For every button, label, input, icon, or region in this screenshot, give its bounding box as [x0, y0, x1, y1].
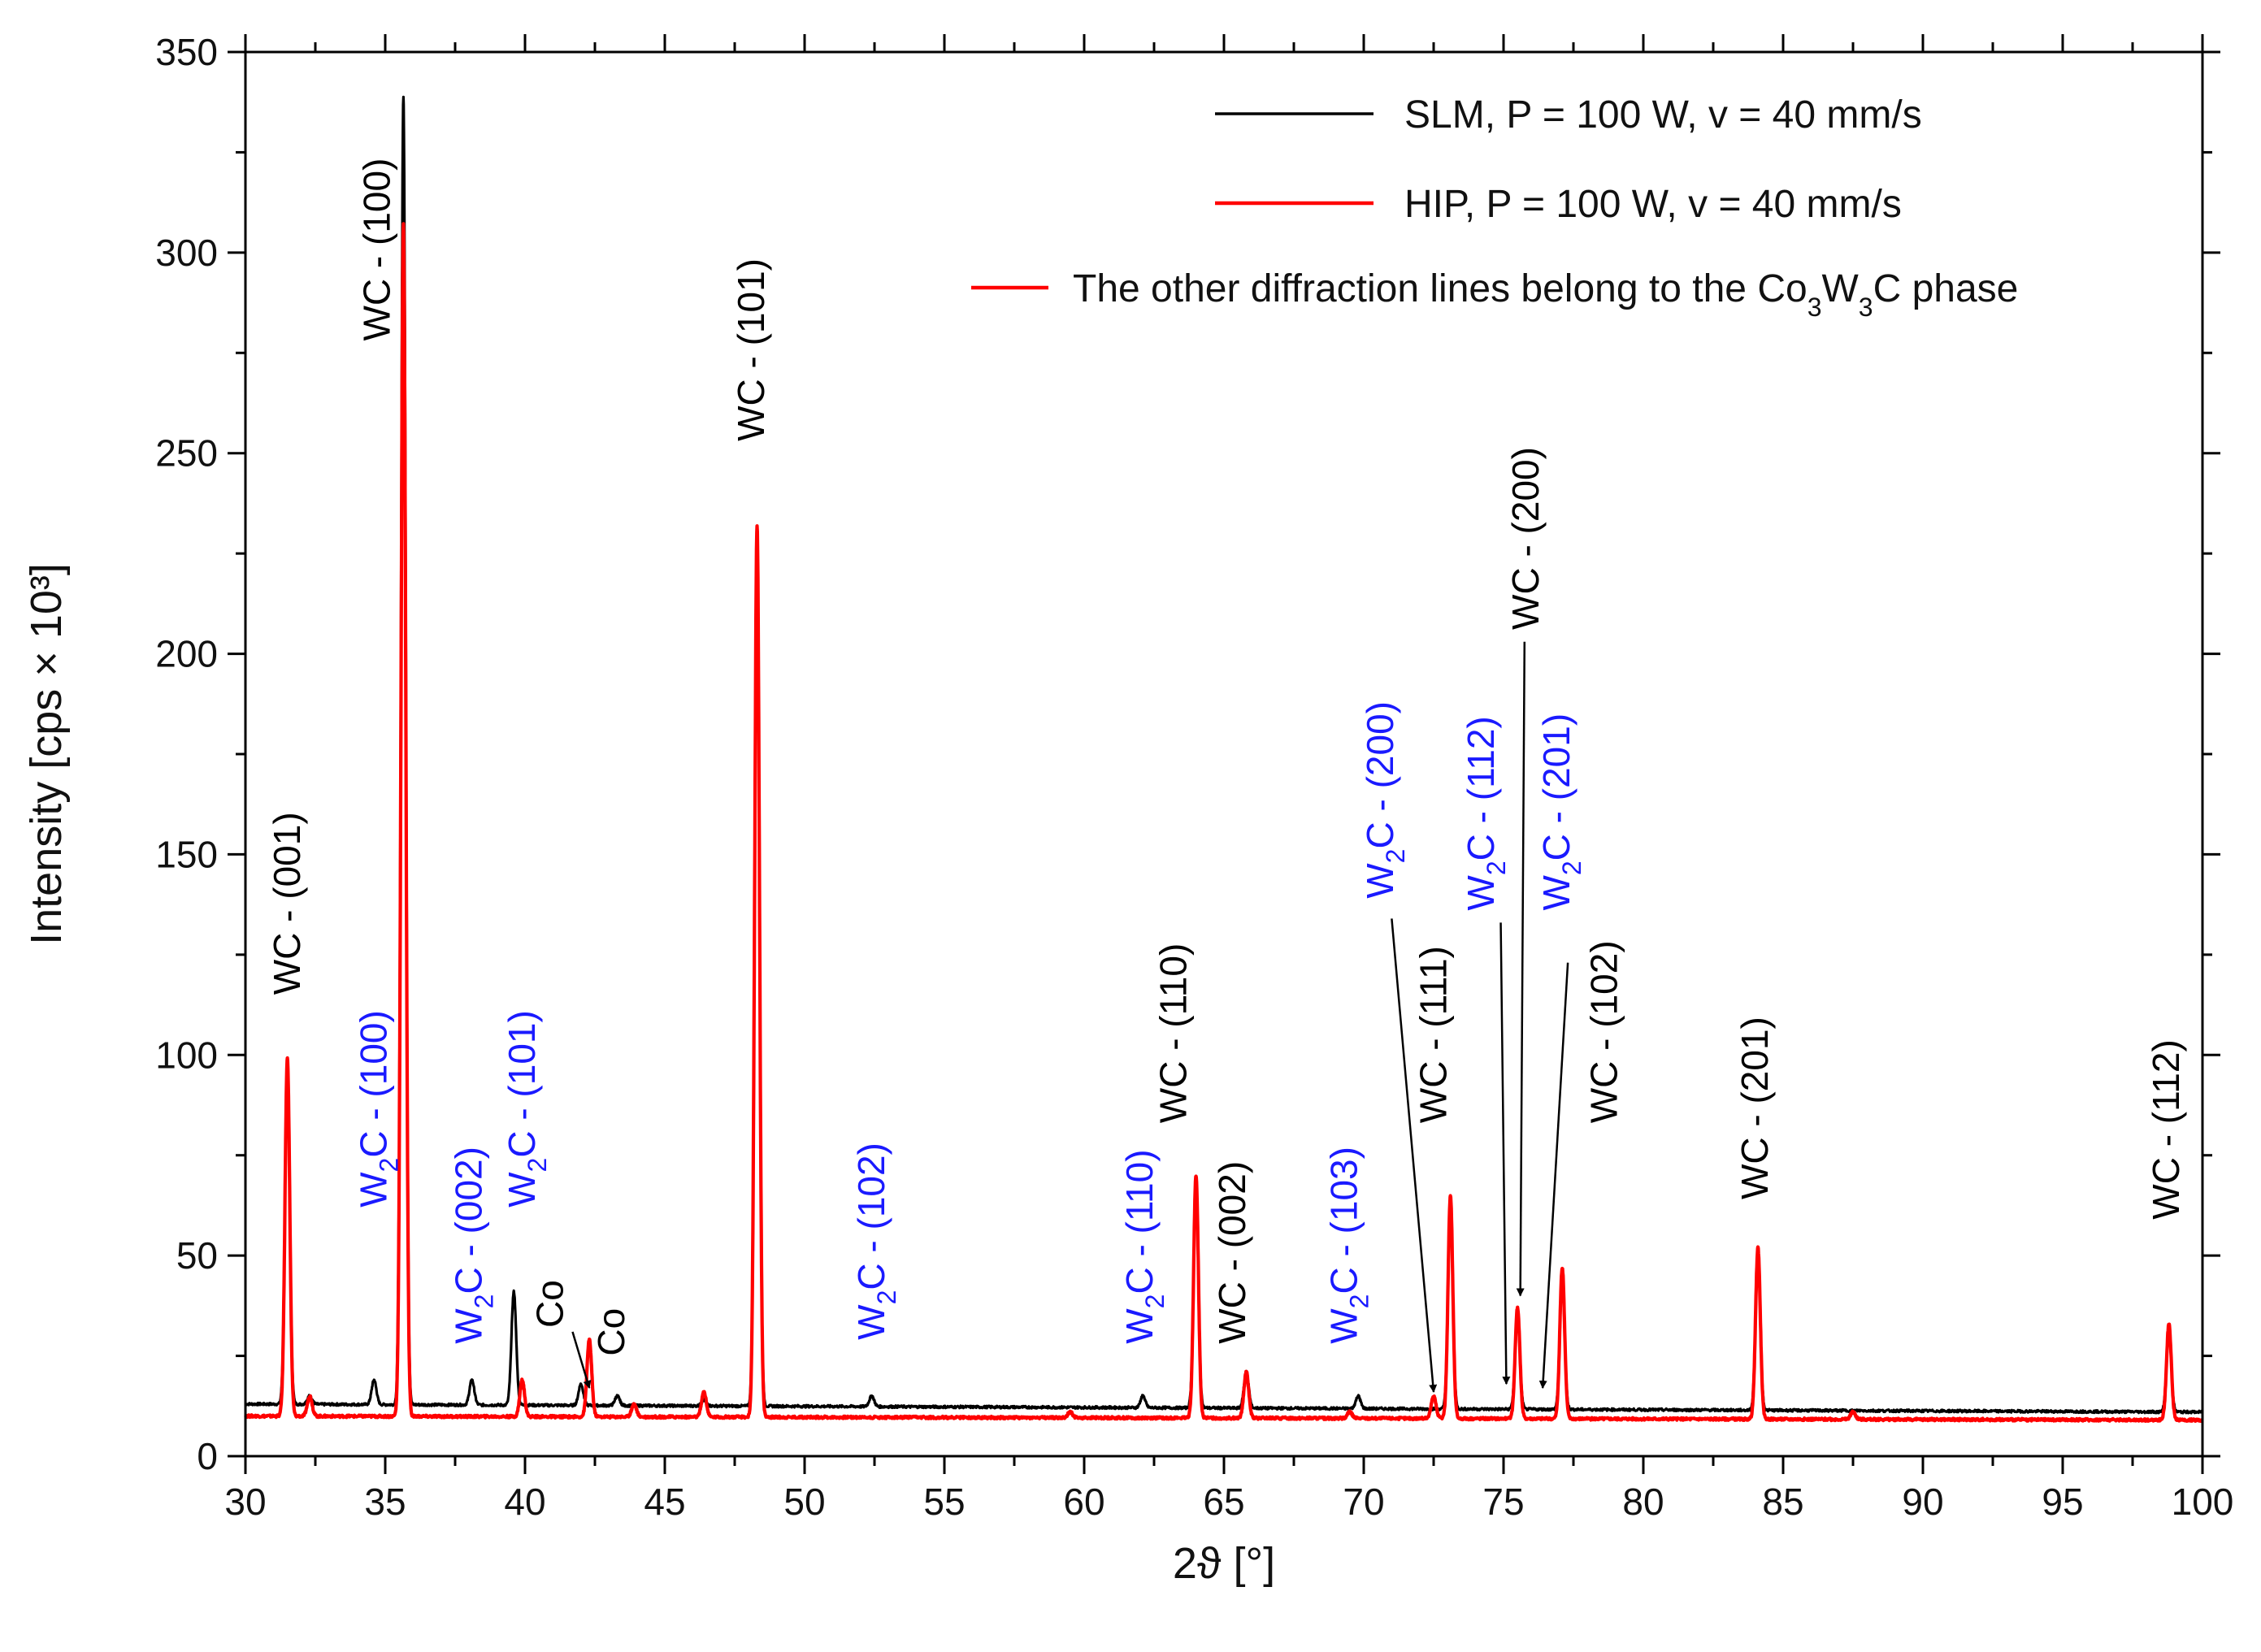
peak-label: WC - (110) [1152, 943, 1195, 1124]
x-tick-label: 70 [1343, 1481, 1384, 1523]
x-axis-ticks: 30 35 40 45 50 55 60 65 70 75 80 85 90 95 100 [224, 34, 2233, 1523]
peak-label: W2C - (201) [1535, 713, 1586, 911]
peak-label: WC - (101) [730, 258, 772, 441]
peak-label: W2C - (103) [1323, 1147, 1374, 1344]
x-tick-label: 60 [1063, 1481, 1104, 1523]
y-tick-label: 50 [176, 1234, 218, 1277]
legend: SLM, P = 100 W, v = 40 mm/s HIP, P = 100 … [971, 93, 2018, 322]
x-tick-label: 100 [2172, 1481, 2234, 1523]
annotation-arrow [1516, 641, 1526, 1297]
x-tick-label: 95 [2042, 1481, 2083, 1523]
x-tick-label: 75 [1482, 1481, 1524, 1523]
x-tick-label: 35 [364, 1481, 406, 1523]
series-layer [244, 95, 2204, 1423]
peak-label: WC - (111) [1413, 946, 1455, 1123]
peak-label: WC - (201) [1734, 1017, 1776, 1199]
arrow-layer [571, 641, 1569, 1394]
peak-label: W2C - (102) [850, 1143, 901, 1340]
x-tick-label: 85 [1762, 1481, 1803, 1523]
annotation-arrow [571, 1331, 592, 1390]
x-tick-label: 50 [783, 1481, 825, 1523]
peak-label: W2C - (101) [501, 1010, 552, 1208]
y-tick-label: 350 [155, 31, 218, 73]
annotation-arrow [1391, 918, 1438, 1394]
y-axis-ticks: 0 50 100 150 200 250 300 350 [155, 31, 2220, 1477]
x-tick-label: 40 [504, 1481, 545, 1523]
peak-label: Co [529, 1280, 571, 1328]
peak-label: W2C - (112) [1460, 716, 1511, 910]
x-axis-title: 2ϑ [°] [1173, 1539, 1275, 1588]
legend-label: HIP, P = 100 W, v = 40 mm/s [1404, 183, 1902, 226]
x-tick-label: 45 [644, 1481, 685, 1523]
y-axis-title: Intensity [cps × 10³] [22, 563, 71, 945]
legend-label: The other diffraction lines belong to th… [1073, 267, 2018, 322]
annotation-arrow [1538, 962, 1569, 1390]
legend-label: SLM, P = 100 W, v = 40 mm/s [1404, 93, 1922, 137]
peak-label: Co [590, 1308, 632, 1356]
peak-label: WC - (100) [355, 158, 397, 341]
peak-label: WC - (001) [266, 812, 308, 995]
peak-label: WC - (102) [1582, 940, 1625, 1123]
annotation-arrow [1499, 922, 1511, 1385]
peak-label: W2C - (002) [448, 1147, 499, 1344]
x-tick-label: 90 [1902, 1481, 1943, 1523]
annotation-layer: WC - (001) W2C - (100) WC - (100) W2C - (00… [266, 158, 2187, 1356]
y-tick-label: 250 [155, 432, 218, 475]
x-tick-label: 80 [1622, 1481, 1664, 1523]
y-tick-label: 0 [197, 1435, 218, 1477]
y-tick-label: 150 [155, 833, 218, 875]
peak-label: W2C - (110) [1118, 1149, 1170, 1343]
y-tick-label: 200 [155, 633, 218, 675]
peak-label: W2C - (100) [353, 1010, 404, 1208]
y-tick-label: 100 [155, 1034, 218, 1076]
peak-label: WC - (002) [1211, 1161, 1253, 1344]
peak-label: W2C - (200) [1359, 701, 1410, 899]
y-tick-label: 300 [155, 232, 218, 274]
peak-label: WC - (112) [2145, 1039, 2187, 1220]
x-tick-label: 65 [1203, 1481, 1244, 1523]
x-tick-label: 55 [923, 1481, 965, 1523]
series-line-hip [244, 222, 2204, 1423]
peak-label: WC - (200) [1504, 447, 1547, 630]
x-tick-label: 30 [224, 1481, 266, 1523]
